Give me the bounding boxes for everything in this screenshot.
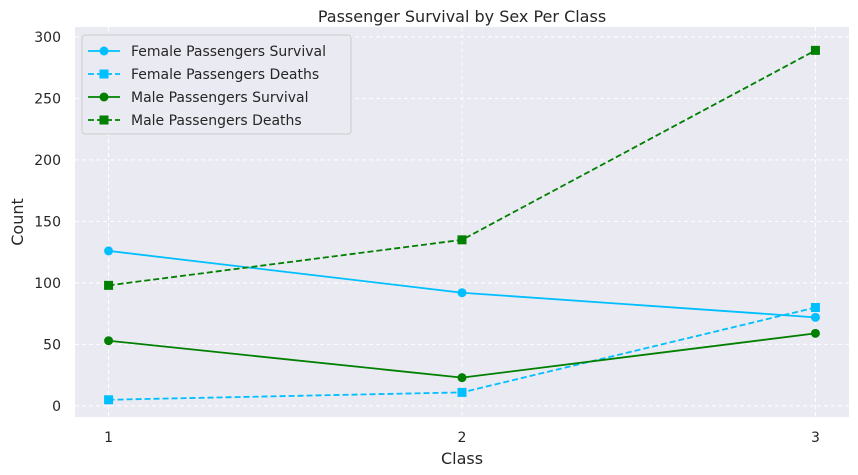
data-point	[457, 288, 467, 298]
series-markers	[104, 45, 820, 405]
legend-box	[81, 34, 352, 135]
y-tick-label: 0	[52, 399, 61, 415]
y-tick-label: 50	[43, 337, 61, 353]
x-tick-label: 1	[104, 430, 113, 446]
legend-label: Female Passengers Deaths	[131, 67, 319, 83]
legend-swatch-marker	[99, 92, 109, 102]
data-point	[104, 336, 114, 346]
chart-title: Passenger Survival by Sex Per Class	[318, 7, 606, 26]
legend-label: Male Passengers Deaths	[131, 113, 302, 129]
data-point	[457, 373, 467, 383]
data-point	[457, 235, 467, 245]
legend-label: Male Passengers Survival	[131, 90, 309, 106]
data-point	[810, 303, 820, 313]
data-point	[810, 312, 820, 322]
data-point	[104, 280, 114, 290]
data-point	[104, 246, 114, 256]
data-point	[810, 328, 820, 338]
y-tick-label: 100	[34, 276, 61, 292]
x-tick-label: 3	[811, 430, 820, 446]
legend-swatch-marker	[99, 115, 109, 125]
legend: Female Passengers Survival Female Passeng…	[81, 34, 352, 135]
x-axis-label: Class	[441, 449, 483, 468]
data-point	[457, 387, 467, 397]
legend-swatch-marker	[99, 69, 109, 79]
y-axis-ticks: 0 50 100 150 200 250 300	[34, 30, 61, 415]
y-tick-label: 300	[34, 30, 61, 46]
y-tick-label: 150	[34, 214, 61, 230]
legend-swatch-marker	[99, 46, 109, 56]
data-point	[810, 45, 820, 55]
y-tick-label: 200	[34, 153, 61, 169]
data-point	[104, 395, 114, 405]
x-tick-label: 2	[458, 430, 467, 446]
legend-label: Female Passengers Survival	[131, 44, 326, 60]
y-tick-label: 250	[34, 91, 61, 107]
y-axis-label: Count	[8, 198, 27, 246]
x-axis-ticks: 1 2 3	[104, 430, 820, 446]
